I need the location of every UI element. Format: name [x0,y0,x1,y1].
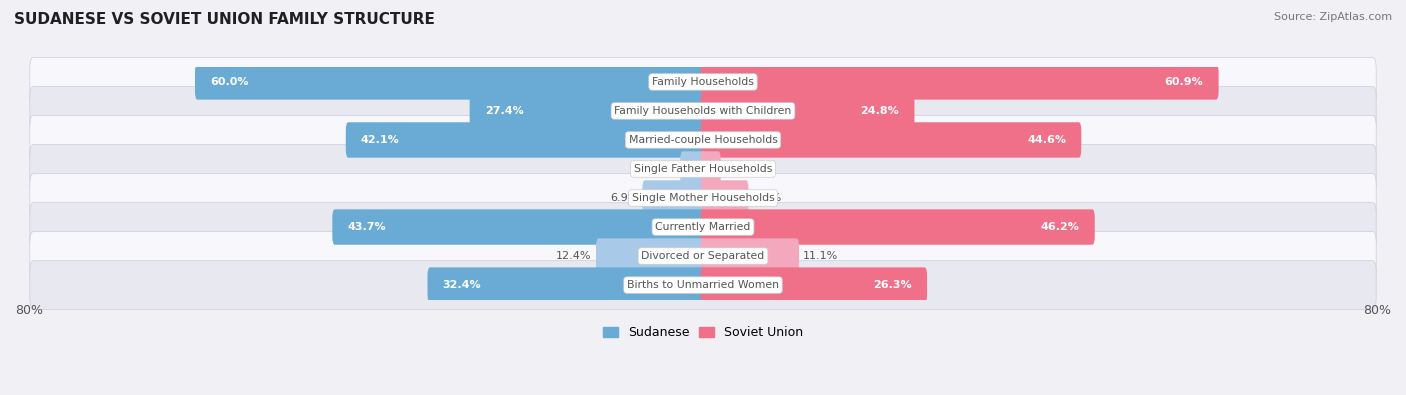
Text: 2.4%: 2.4% [648,164,676,174]
FancyBboxPatch shape [346,122,706,158]
FancyBboxPatch shape [30,174,1376,222]
FancyBboxPatch shape [30,116,1376,164]
FancyBboxPatch shape [30,203,1376,251]
FancyBboxPatch shape [700,64,1219,100]
FancyBboxPatch shape [195,64,706,100]
Text: Married-couple Households: Married-couple Households [628,135,778,145]
Text: SUDANESE VS SOVIET UNION FAMILY STRUCTURE: SUDANESE VS SOVIET UNION FAMILY STRUCTUR… [14,12,434,27]
FancyBboxPatch shape [332,209,706,245]
FancyBboxPatch shape [700,209,1095,245]
Text: Single Mother Households: Single Mother Households [631,193,775,203]
FancyBboxPatch shape [427,267,706,303]
Legend: Sudanese, Soviet Union: Sudanese, Soviet Union [598,322,808,344]
Text: 5.1%: 5.1% [752,193,780,203]
FancyBboxPatch shape [30,261,1376,309]
Text: Divorced or Separated: Divorced or Separated [641,251,765,261]
FancyBboxPatch shape [700,238,799,274]
FancyBboxPatch shape [700,151,721,187]
Text: Births to Unmarried Women: Births to Unmarried Women [627,280,779,290]
Text: 1.8%: 1.8% [725,164,754,174]
Text: Currently Married: Currently Married [655,222,751,232]
Text: Single Father Households: Single Father Households [634,164,772,174]
Text: 43.7%: 43.7% [347,222,387,232]
Text: 60.0%: 60.0% [209,77,249,87]
FancyBboxPatch shape [30,58,1376,106]
FancyBboxPatch shape [30,145,1376,194]
FancyBboxPatch shape [700,267,927,303]
Text: 44.6%: 44.6% [1028,135,1066,145]
Text: 6.9%: 6.9% [610,193,638,203]
FancyBboxPatch shape [643,180,706,216]
Text: 60.9%: 60.9% [1164,77,1204,87]
FancyBboxPatch shape [470,93,706,129]
Text: 24.8%: 24.8% [860,106,900,116]
Text: 12.4%: 12.4% [557,251,592,261]
Text: 11.1%: 11.1% [803,251,838,261]
Text: Family Households with Children: Family Households with Children [614,106,792,116]
Text: 32.4%: 32.4% [443,280,481,290]
Text: 42.1%: 42.1% [361,135,399,145]
FancyBboxPatch shape [30,87,1376,135]
FancyBboxPatch shape [700,93,914,129]
FancyBboxPatch shape [596,238,706,274]
FancyBboxPatch shape [700,180,748,216]
Text: 27.4%: 27.4% [485,106,523,116]
Text: Source: ZipAtlas.com: Source: ZipAtlas.com [1274,12,1392,22]
Text: 26.3%: 26.3% [873,280,912,290]
FancyBboxPatch shape [30,232,1376,280]
Text: 46.2%: 46.2% [1040,222,1080,232]
Text: Family Households: Family Households [652,77,754,87]
FancyBboxPatch shape [681,151,706,187]
FancyBboxPatch shape [700,122,1081,158]
